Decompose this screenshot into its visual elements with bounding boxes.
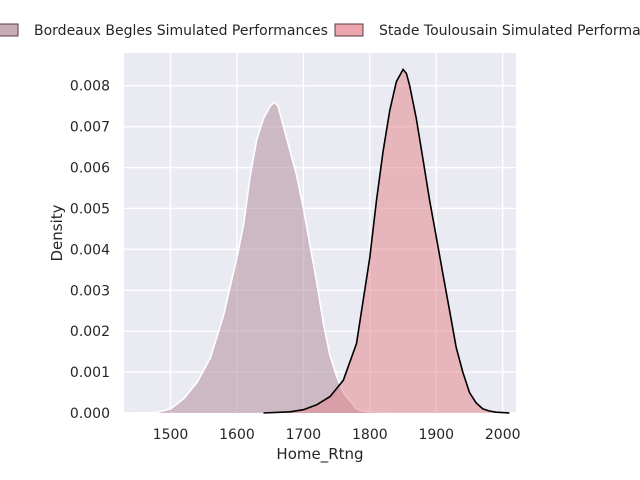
density-area-series-0: [140, 102, 397, 413]
legend-label-series-1: Stade Toulousain Simulated Performances: [379, 23, 640, 39]
y-tick-label: 0.006: [70, 161, 110, 177]
y-tick-label: 0.002: [70, 324, 110, 340]
legend-swatch-series-0: [0, 23, 19, 37]
y-axis-ticks: 0.000 0.001 0.002 0.003 0.004 0.005 0.006 0.007…: [70, 79, 110, 422]
y-axis-label: Density: [48, 204, 66, 261]
x-tick-label: 1700: [286, 427, 322, 443]
x-axis-label: Home_Rtng: [276, 445, 363, 464]
legend-swatch-series-1: [334, 23, 364, 37]
y-tick-label: 0.001: [70, 365, 110, 381]
x-tick-label: 1800: [352, 427, 388, 443]
x-tick-label: 1500: [153, 427, 189, 443]
grid-lines: [124, 53, 516, 414]
legend-label-series-0: Bordeaux Begles Simulated Performances: [34, 23, 328, 39]
y-tick-label: 0.005: [70, 201, 110, 217]
x-tick-label: 1900: [418, 427, 454, 443]
y-tick-label: 0.003: [70, 283, 110, 299]
x-tick-label: 2000: [485, 427, 521, 443]
density-area-series-1: [263, 69, 510, 414]
y-tick-label: 0.008: [70, 79, 110, 95]
legend: Bordeaux Begles Simulated Performances St…: [0, 23, 640, 39]
y-tick-label: 0.000: [70, 406, 110, 422]
x-axis-ticks: 1500 1600 1700 1800 1900 2000: [153, 427, 521, 443]
density-areas: [140, 67, 510, 414]
y-tick-label: 0.004: [70, 242, 110, 258]
x-tick-label: 1600: [219, 427, 255, 443]
y-tick-label: 0.007: [70, 120, 110, 136]
density-line-series-1: [263, 67, 510, 414]
